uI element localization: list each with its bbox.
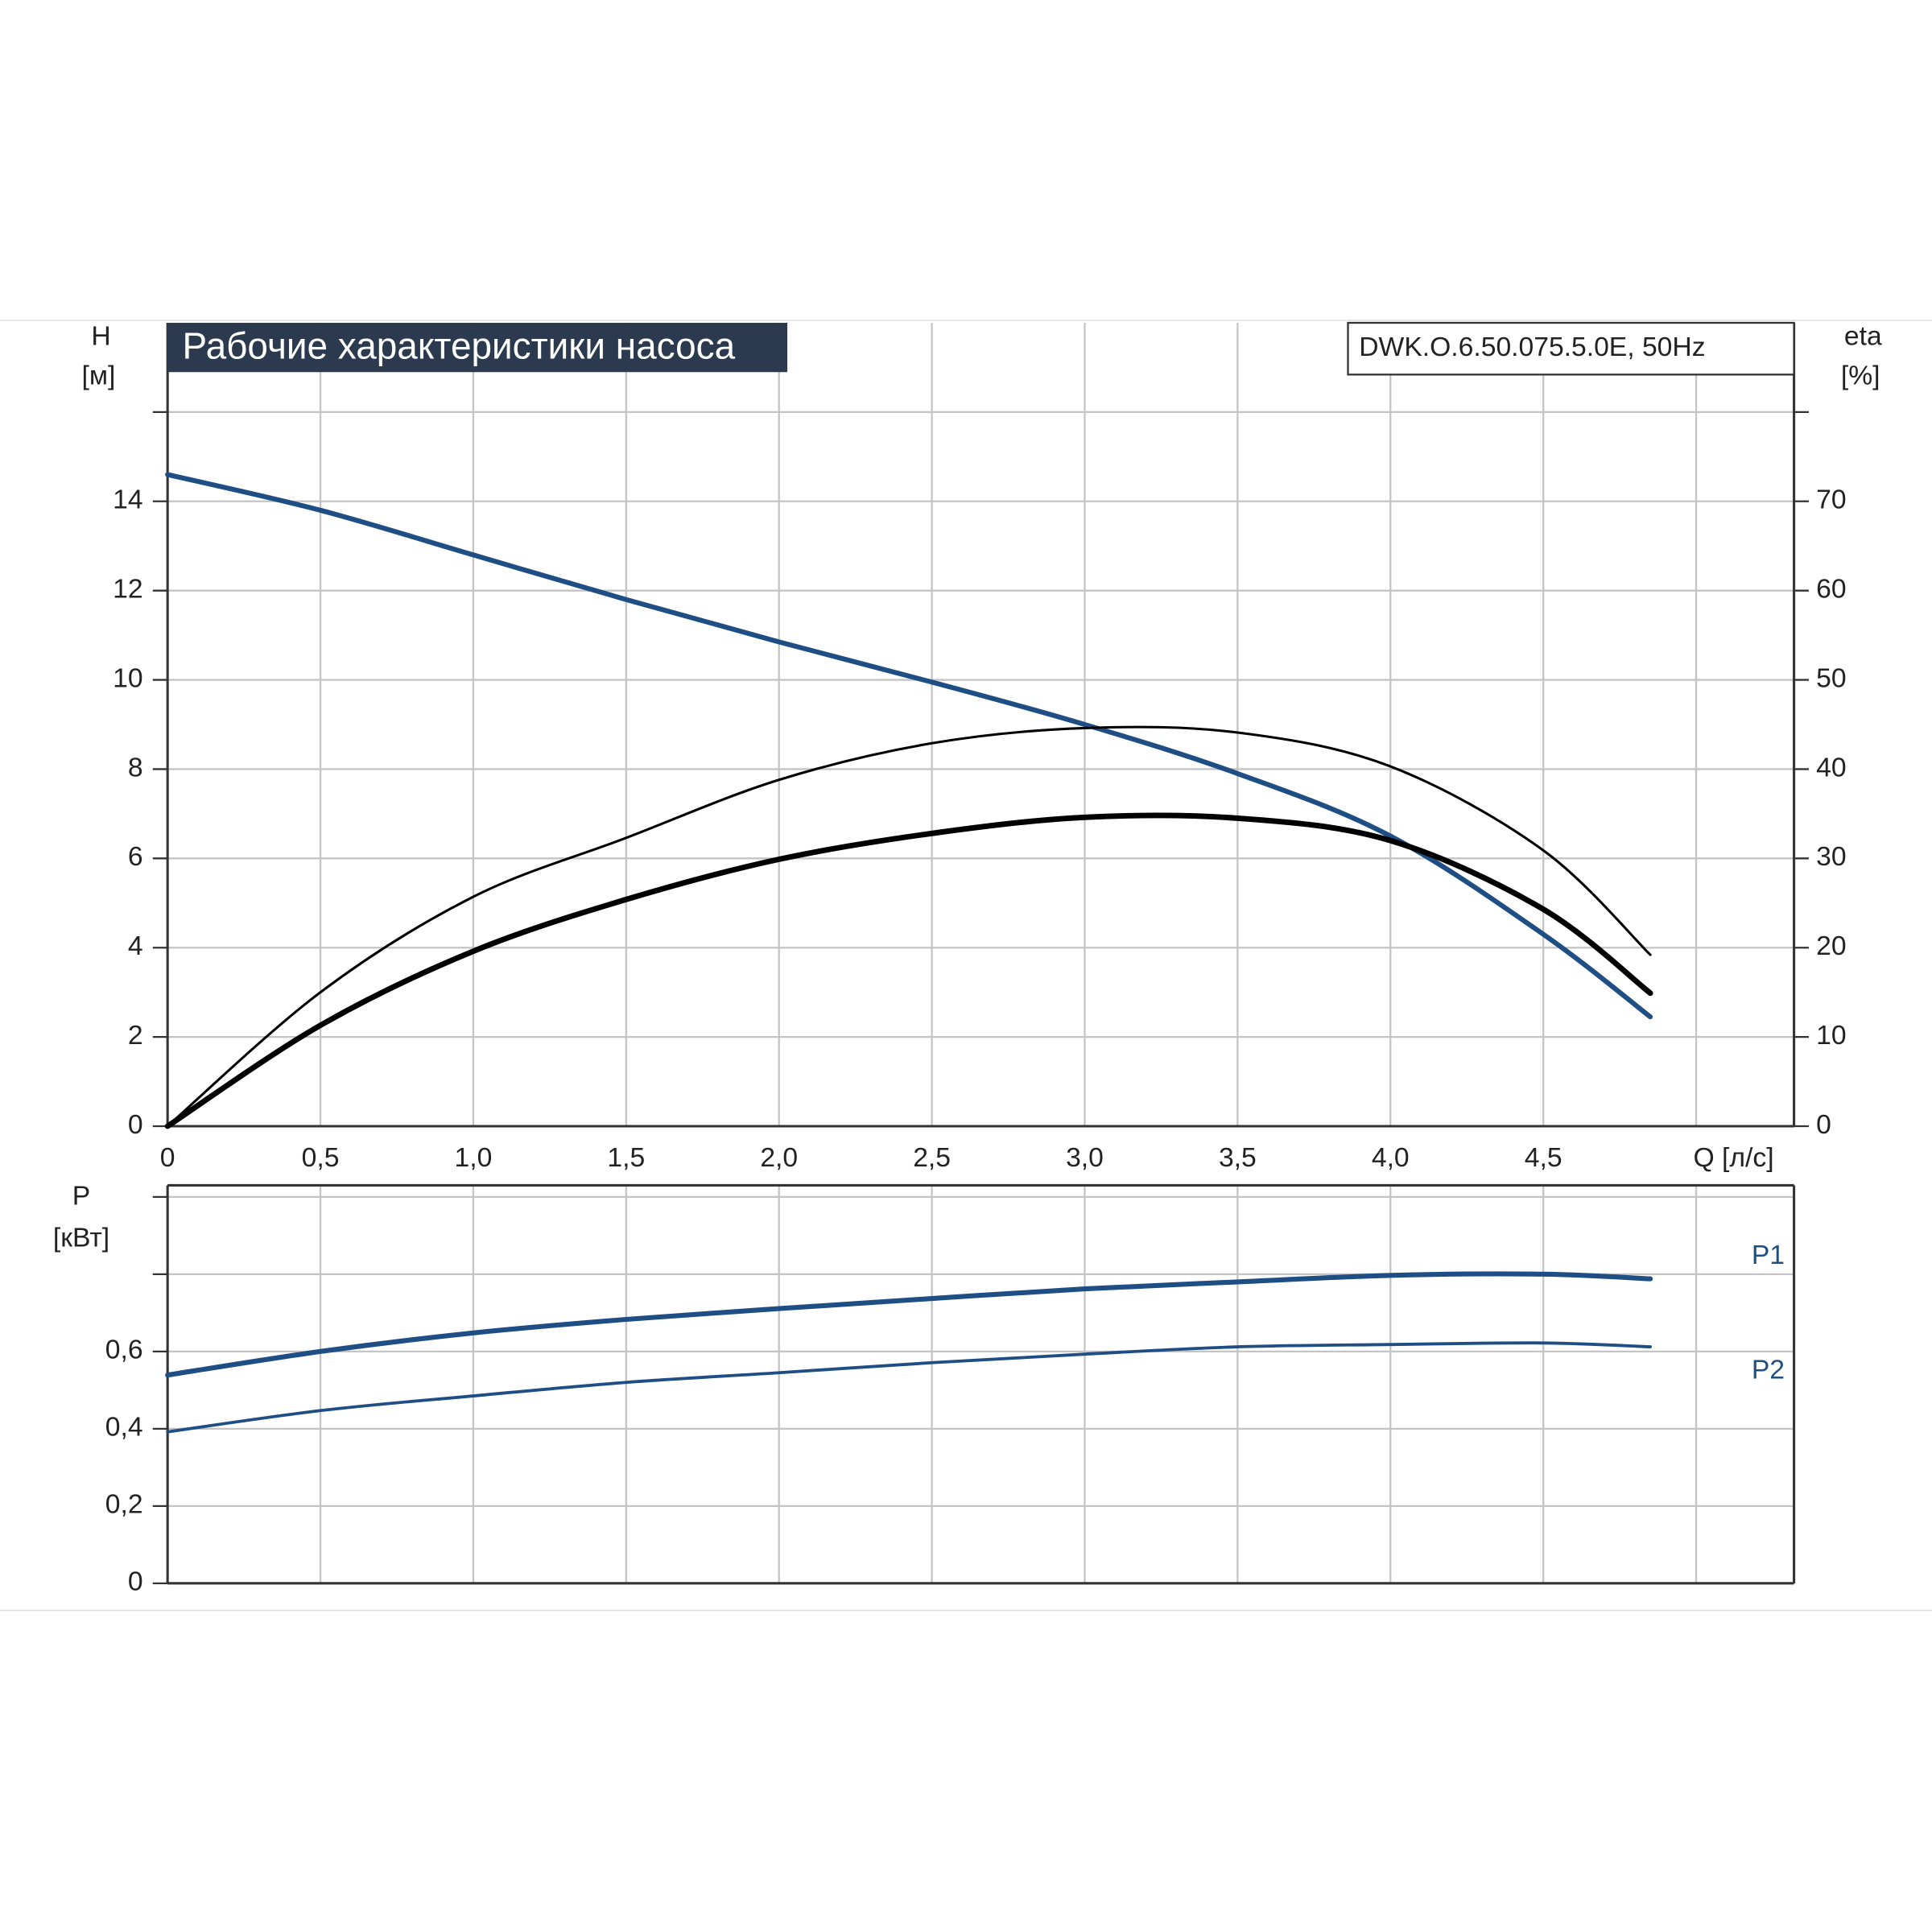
x-tick-label: 0: [160, 1143, 175, 1173]
x-tick-label: 4,5: [1525, 1143, 1563, 1173]
y-tick-label: 12: [113, 575, 142, 605]
y2-tick-label: 40: [1816, 753, 1846, 782]
y-axis-label: P: [72, 1182, 90, 1212]
y-tick-label: 0: [128, 1567, 143, 1597]
x-tick-label: 0,5: [302, 1143, 340, 1173]
y-tick-label: 4: [128, 931, 143, 961]
series-label: P2: [1752, 1356, 1785, 1385]
y-tick-label: 2: [128, 1021, 143, 1051]
x-tick-label: 2,0: [760, 1143, 798, 1173]
series-line: [166, 725, 1652, 1128]
y-axis-label: H: [91, 321, 110, 351]
y2-axis-label: eta: [1844, 321, 1882, 351]
y-axis-unit: [м]: [82, 361, 116, 390]
model-box: [1347, 321, 1795, 376]
y-tick-label: 0,6: [105, 1335, 143, 1365]
x-tick-label: 3,5: [1219, 1143, 1257, 1173]
y-axis-unit: [кВт]: [53, 1224, 109, 1253]
series-line: [165, 1271, 1653, 1378]
x-tick-label: 1,0: [455, 1143, 493, 1173]
chart-subtitle: DWK.O.6.50.075.5.0E, 50Hz: [1359, 332, 1705, 362]
y2-tick-label: 20: [1816, 931, 1846, 961]
series-line: [166, 1341, 1652, 1434]
y-tick-label: 6: [128, 842, 143, 872]
x-tick-label: 1,5: [607, 1143, 645, 1173]
y2-tick-label: 70: [1816, 485, 1846, 515]
x-tick-label: 3,0: [1066, 1143, 1104, 1173]
y-tick-label: 10: [113, 663, 142, 693]
x-tick-label: 4,0: [1372, 1143, 1410, 1173]
y2-tick-label: 60: [1816, 575, 1846, 605]
y-tick-label: 8: [128, 753, 143, 782]
y2-tick-label: 30: [1816, 842, 1846, 872]
x-tick-label: 2,5: [913, 1143, 951, 1173]
series-line: [165, 472, 1653, 1020]
title-box: [167, 323, 788, 373]
charts: 0 0,5 1,0 1,5 2,0 2,5 3,0 3,5 4,0 4,5 0 2 4 6 8 10 12 14 0…: [53, 321, 1882, 1596]
y-tick-label: 0,4: [105, 1413, 143, 1443]
y2-axis-unit: [%]: [1841, 361, 1880, 390]
y-tick-label: 0,2: [105, 1490, 143, 1520]
y2-tick-label: 50: [1816, 663, 1846, 693]
x-axis-label: Q [л/с]: [1694, 1143, 1774, 1173]
y2-tick-label: 0: [1816, 1110, 1831, 1140]
y-tick-label: 0: [128, 1110, 143, 1140]
series-line: [164, 812, 1653, 1129]
y-tick-label: 14: [113, 485, 142, 515]
chart-title: Рабочие характеристики насоса: [183, 324, 736, 366]
series-label: P1: [1752, 1241, 1785, 1270]
y2-tick-label: 10: [1816, 1021, 1846, 1051]
